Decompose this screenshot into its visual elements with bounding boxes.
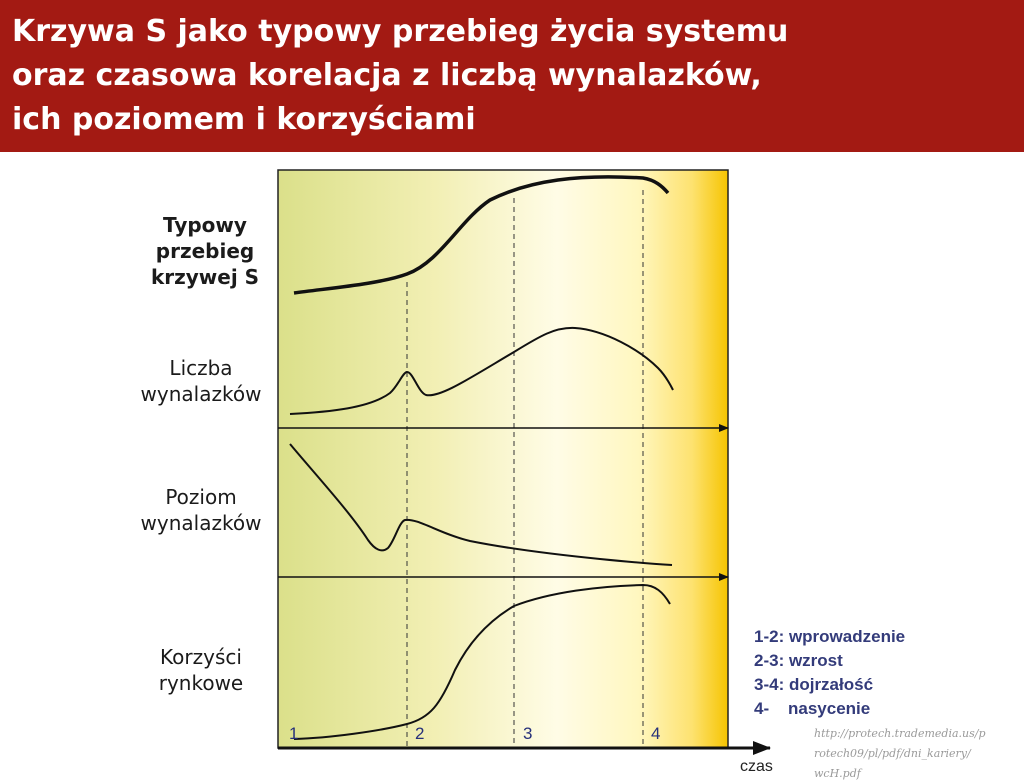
- source-url-line: rotech09/pl/pdf/dni_kariery/: [814, 747, 971, 760]
- stage-marker-4: 4: [651, 724, 661, 743]
- source-url-line: wcH.pdf: [814, 767, 861, 780]
- legend-item: 1-2: wprowadzenie: [754, 627, 906, 646]
- legend-item: 2-3: wzrost: [754, 651, 843, 670]
- row-label-market-benefits: Korzyści rynkowe: [101, 644, 301, 696]
- row-label-inventions-count: Liczba wynalazków: [101, 355, 301, 407]
- market-benefits-curve: [293, 583, 671, 740]
- legend-item: 3-4: dojrzałość: [754, 675, 874, 694]
- row-label-line: wynalazków: [140, 382, 262, 406]
- stage-marker-3: 3: [523, 724, 533, 743]
- row-label-line: Korzyści: [160, 645, 242, 669]
- row-label-line: Poziom: [165, 485, 237, 509]
- diagram-background: [277, 169, 729, 749]
- title-line-2: oraz czasowa korelacja z liczbą wynalazk…: [12, 58, 762, 93]
- title-line-3: ich poziomem i korzyściami: [12, 102, 476, 137]
- s-curve: [293, 175, 670, 295]
- row-label-line: Liczba: [169, 356, 233, 380]
- row-label-s-curve: Typowy przebieg krzywej S: [105, 212, 305, 290]
- title-banner: Krzywa S jako typowy przebieg życia syst…: [0, 0, 1024, 152]
- inventions-count-curve: [289, 326, 674, 415]
- source-url-line: http://protech.trademedia.us/p: [814, 727, 986, 740]
- legend-item: 4- nasycenie: [754, 699, 871, 718]
- stage-marker-2: 2: [415, 724, 425, 743]
- time-axis-label: czas: [740, 758, 773, 775]
- row-label-line: rynkowe: [158, 671, 244, 695]
- row-label-line: Typowy: [163, 213, 247, 237]
- inventions-level-curve: [289, 443, 673, 566]
- title-line-1: Krzywa S jako typowy przebieg życia syst…: [12, 14, 789, 49]
- stage-marker-1: 1: [289, 724, 299, 743]
- row-label-line: przebieg: [155, 239, 255, 263]
- row-label-line: krzywej S: [150, 265, 260, 289]
- row-label-line: wynalazków: [140, 511, 262, 535]
- row-label-inventions-level: Poziom wynalazków: [101, 484, 301, 536]
